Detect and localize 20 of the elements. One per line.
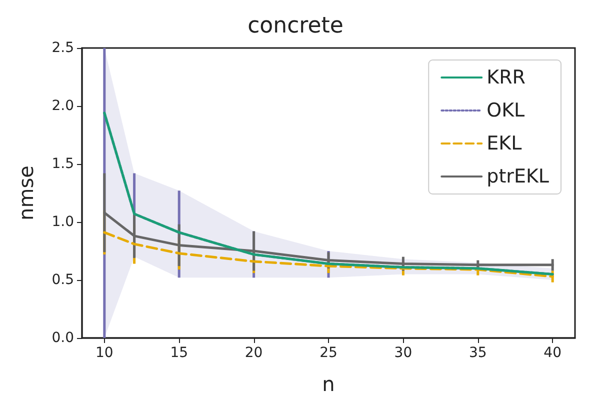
y-tick-label: 2.0 [52, 98, 74, 114]
x-tick-label: 10 [95, 345, 114, 361]
x-tick-label: 25 [320, 345, 338, 361]
y-axis-title: nmse [14, 166, 38, 220]
y-tick-label: 1.5 [52, 156, 74, 172]
x-tick-label: 20 [244, 345, 263, 361]
legend-label: EKL [486, 132, 522, 154]
x-tick-label: 15 [170, 345, 188, 361]
y-tick-label: 0.5 [52, 272, 74, 288]
legend-label: OKL [486, 100, 526, 122]
x-axis-title: n [322, 372, 335, 396]
legend-label: KRR [486, 66, 526, 88]
y-tick-label: 0.0 [52, 330, 74, 346]
x-tick-label: 35 [468, 345, 487, 361]
chart-title: concrete [248, 14, 344, 38]
x-tick-label: 30 [394, 345, 412, 361]
legend-label: ptrEKL [486, 166, 550, 188]
y-tick-label: 2.5 [52, 40, 74, 56]
y-tick-label: 1.0 [52, 214, 74, 230]
x-tick-label: 40 [544, 345, 562, 361]
